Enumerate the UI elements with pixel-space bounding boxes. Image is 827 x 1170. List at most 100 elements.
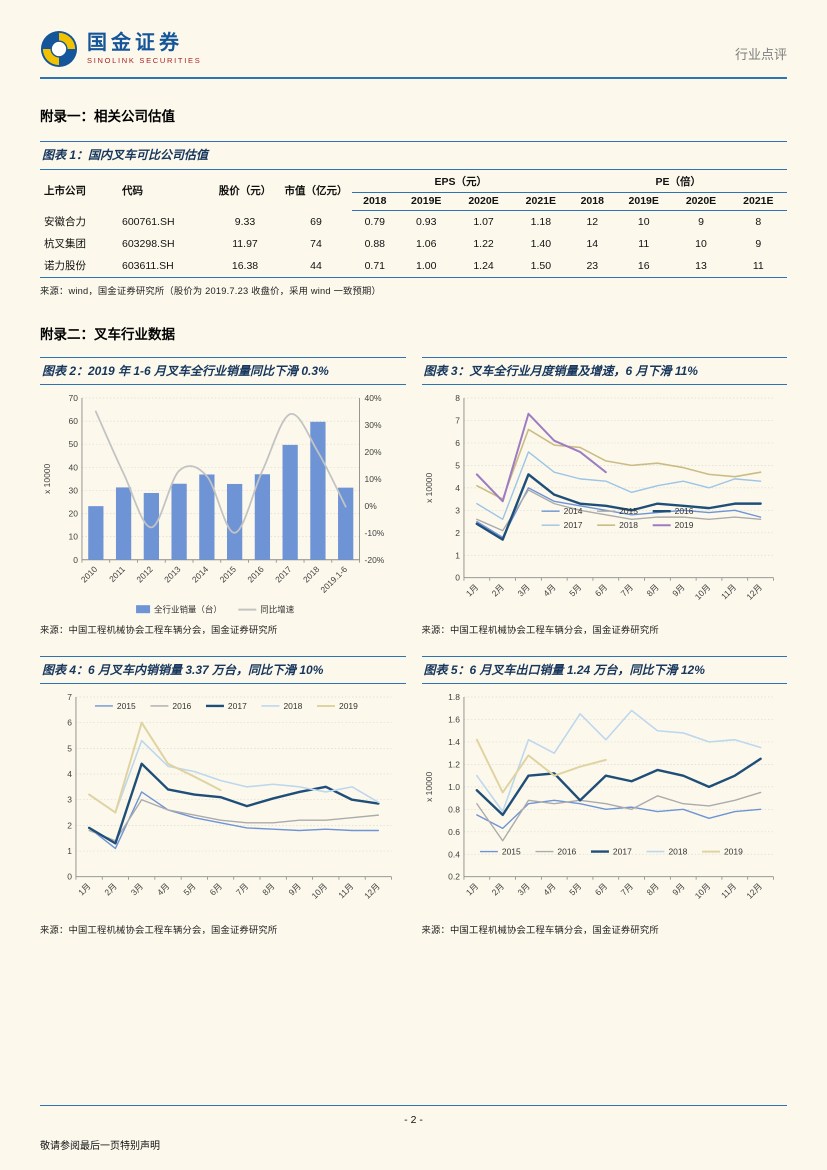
- year-header: 2021E: [729, 192, 787, 211]
- svg-text:x 10000: x 10000: [423, 472, 433, 502]
- svg-text:8月: 8月: [644, 881, 660, 897]
- valuation-table: 上市公司 代码 股价（元） 市值（亿元） EPS（元） PE（倍） 2018 2…: [40, 171, 787, 278]
- doc-type-label: 行业点评: [734, 47, 787, 62]
- svg-text:8月: 8月: [644, 582, 660, 598]
- table-cell: 9: [698, 215, 704, 228]
- table-cell: 74: [310, 237, 322, 250]
- appendix2-title: 附录二：叉车行业数据: [40, 326, 175, 342]
- appendix1-title: 附录一：相关公司估值: [40, 109, 175, 124]
- table-cell: 0.79: [364, 215, 386, 228]
- table-cell: 9.33: [234, 215, 256, 228]
- svg-text:9月: 9月: [670, 881, 686, 897]
- table-row: 诺力股份 603611.SH 16.38 44 0.71 1.00 1.24 1.50 23 16…: [40, 255, 787, 278]
- chart2-caption-bar: 图表 2：2019 年 1-6 月叉车全行业销量同比下滑 0.3%: [40, 356, 406, 385]
- chart5-figure: 图表 5：6 月叉车出口销量 1.24 万台，同比下滑 12% 0.2 0.4 0.…: [421, 656, 787, 936]
- svg-text:2016: 2016: [674, 506, 693, 516]
- svg-text:20%: 20%: [365, 446, 382, 456]
- footer-rule: [40, 1105, 787, 1106]
- valuation-table-body: 安徽合力 600761.SH 9.33 69 0.79 0.93 1.07 1.18 12 10 9…: [40, 211, 787, 278]
- table-cell: 12: [586, 215, 599, 228]
- chart4-caption-bar: 图表 4：6 月叉车内销销量 3.37 万台，同比下滑 10%: [40, 656, 406, 685]
- svg-text:12月: 12月: [362, 881, 382, 901]
- svg-text:同比增速: 同比增速: [260, 604, 294, 614]
- svg-text:7月: 7月: [234, 881, 250, 897]
- svg-text:2017: 2017: [228, 701, 247, 711]
- page-header: 国金证券 SINOLINK SECURITIES 行业点评: [40, 30, 787, 77]
- svg-text:3月: 3月: [515, 881, 531, 897]
- table-cell: 安徽合力: [44, 216, 86, 228]
- charts-grid: 图表 2：2019 年 1-6 月叉车全行业销量同比下滑 0.3% 0 10 20 3…: [40, 356, 787, 936]
- year-header: 2019E: [615, 192, 673, 211]
- table-caption: 图表 1：国内叉车可比公司估值: [42, 148, 209, 162]
- svg-text:5月: 5月: [567, 582, 583, 598]
- table-cell: 11.97: [232, 237, 258, 250]
- svg-text:11月: 11月: [718, 881, 737, 900]
- table-cell: 69: [310, 215, 322, 228]
- year-header: 2018: [569, 192, 616, 211]
- table-cell: 11: [638, 237, 650, 250]
- svg-text:1.6: 1.6: [448, 715, 460, 725]
- svg-text:2014: 2014: [190, 563, 211, 584]
- svg-text:10%: 10%: [365, 473, 382, 483]
- svg-text:x 10000: x 10000: [42, 463, 52, 493]
- svg-text:50: 50: [69, 439, 79, 449]
- table-cell: 44: [310, 259, 322, 272]
- chart2-plot: 0 10 20 30 40 50 60 70 2010 2011 2012 2013 2014 2015 2…: [40, 388, 406, 618]
- svg-text:1.8: 1.8: [448, 692, 460, 702]
- group-header-eps: EPS（元）: [352, 171, 570, 193]
- svg-text:9月: 9月: [670, 582, 686, 598]
- svg-text:12月: 12月: [744, 881, 764, 901]
- svg-text:5月: 5月: [181, 881, 197, 897]
- table-cell: 1.24: [473, 259, 494, 272]
- svg-text:6月: 6月: [592, 881, 608, 897]
- svg-text:5月: 5月: [567, 881, 583, 897]
- svg-text:0: 0: [455, 572, 460, 582]
- col-header-code: 代码: [122, 185, 143, 198]
- svg-text:2017: 2017: [612, 847, 631, 857]
- svg-text:1.0: 1.0: [448, 782, 460, 792]
- svg-text:2018: 2018: [668, 847, 687, 857]
- svg-text:2018: 2018: [301, 563, 322, 584]
- col-header-price: 股价（元）: [218, 185, 272, 198]
- table-cell: 1.00: [416, 259, 437, 272]
- svg-text:全行业销量（台）: 全行业销量（台）: [154, 604, 222, 614]
- svg-text:2016: 2016: [557, 847, 576, 857]
- table-cell: 13: [695, 259, 707, 272]
- table-cell: 11: [752, 259, 764, 272]
- svg-text:2015: 2015: [619, 506, 638, 516]
- valuation-table-head: 上市公司 代码 股价（元） 市值（亿元） EPS（元） PE（倍） 2018 2…: [40, 171, 787, 211]
- table-source: 来源：wind，国金证券研究所（股价为 2019.7.23 收盘价，采用 win…: [40, 285, 382, 296]
- table-cell: 603298.SH: [122, 237, 175, 250]
- svg-text:4: 4: [67, 769, 72, 779]
- table-cell: 诺力股份: [44, 260, 86, 272]
- svg-text:0: 0: [73, 554, 78, 564]
- svg-text:0%: 0%: [365, 500, 378, 510]
- page-number: - 2 -: [404, 1114, 423, 1126]
- svg-text:0.4: 0.4: [448, 849, 460, 859]
- svg-text:0.8: 0.8: [448, 804, 460, 814]
- svg-text:3: 3: [455, 505, 460, 515]
- svg-text:2019.1-6: 2019.1-6: [318, 563, 349, 594]
- svg-text:7: 7: [455, 415, 460, 425]
- chart2-figure: 图表 2：2019 年 1-6 月叉车全行业销量同比下滑 0.3% 0 10 20 3…: [40, 356, 406, 637]
- svg-text:10月: 10月: [692, 582, 712, 602]
- svg-text:2018: 2018: [283, 701, 302, 711]
- chart3-caption: 图表 3：叉车全行业月度销量及增速，6 月下滑 11%: [423, 363, 698, 378]
- svg-text:6月: 6月: [592, 582, 608, 598]
- brand-name-en: SINOLINK SECURITIES: [87, 56, 202, 65]
- valuation-table-block: 图表 1：国内叉车可比公司估值 上市公司 代码 股价（元） 市值（亿元） EPS…: [40, 141, 787, 297]
- svg-text:2010: 2010: [79, 563, 100, 584]
- table-cell: 10: [695, 237, 707, 250]
- svg-text:4月: 4月: [541, 582, 557, 598]
- svg-text:2014: 2014: [563, 506, 582, 516]
- chart5-caption: 图表 5：6 月叉车出口销量 1.24 万台，同比下滑 12%: [423, 663, 705, 678]
- table-cell: 16: [637, 259, 650, 272]
- brand: 国金证券 SINOLINK SECURITIES: [40, 30, 201, 68]
- chart4-source: 来源：中国工程机械协会工程车辆分会，国金证券研究所: [40, 924, 278, 935]
- svg-text:0.6: 0.6: [448, 827, 460, 837]
- table-cell: 0.93: [416, 215, 437, 228]
- svg-text:2013: 2013: [162, 563, 183, 584]
- table-caption-bar: 图表 1：国内叉车可比公司估值: [40, 141, 787, 170]
- col-header-mcap: 市值（亿元）: [284, 185, 348, 198]
- table-cell: 8: [755, 215, 762, 228]
